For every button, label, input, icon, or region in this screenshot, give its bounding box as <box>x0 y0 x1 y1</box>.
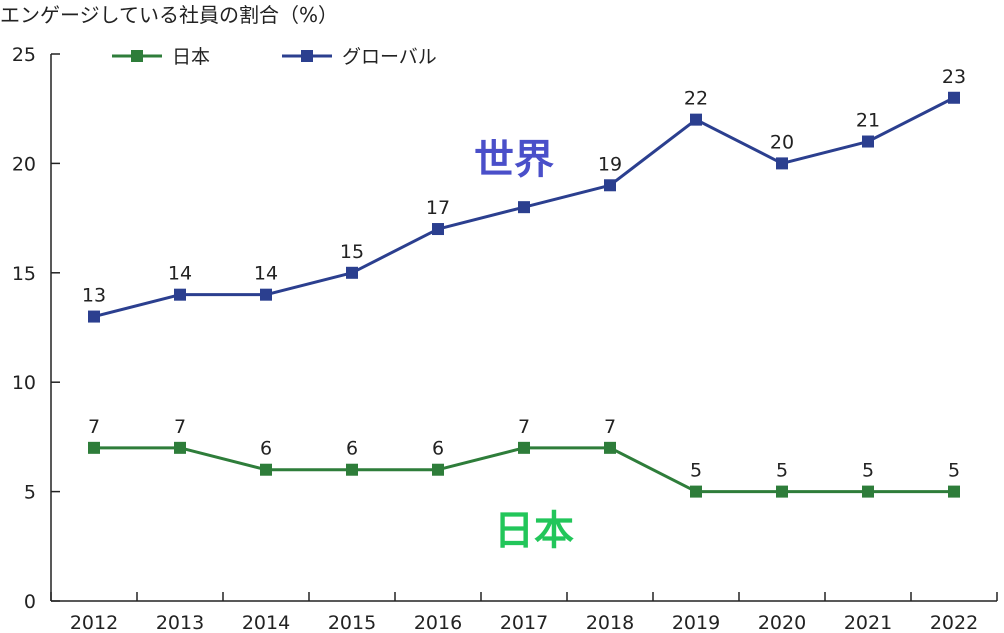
data-point <box>518 201 530 214</box>
data-point <box>776 485 788 498</box>
data-point <box>174 288 186 301</box>
y-tick-label: 5 <box>24 482 36 504</box>
data-label: 14 <box>168 263 192 285</box>
data-label: 6 <box>432 438 444 460</box>
data-label: 5 <box>776 460 788 482</box>
x-tick-label: 2014 <box>242 612 290 633</box>
data-point <box>690 113 702 126</box>
x-tick-label: 2017 <box>500 612 548 633</box>
data-label: 21 <box>856 110 880 132</box>
data-point <box>948 91 960 104</box>
y-tick-label: 25 <box>12 44 36 66</box>
data-label: 5 <box>948 460 960 482</box>
data-point <box>948 485 960 498</box>
data-label: 6 <box>260 438 272 460</box>
chart-title: エンゲージしている社員の割合（%） <box>0 3 338 27</box>
y-tick-label: 15 <box>12 263 36 285</box>
data-label: 7 <box>88 416 100 438</box>
data-point <box>260 463 272 476</box>
x-tick-label: 2018 <box>586 612 634 633</box>
x-tick-label: 2012 <box>70 612 118 633</box>
data-point <box>604 441 616 454</box>
x-tick-label: 2013 <box>156 612 204 633</box>
x-tick-label: 2015 <box>328 612 376 633</box>
data-point <box>88 441 100 454</box>
data-point <box>604 179 616 192</box>
data-point <box>88 310 100 323</box>
data-label: 13 <box>82 285 106 307</box>
data-label: 14 <box>254 263 278 285</box>
data-label: 5 <box>690 460 702 482</box>
data-label: 15 <box>340 241 364 263</box>
x-tick-label: 2020 <box>758 612 806 633</box>
x-tick-label: 2016 <box>414 612 462 633</box>
data-point <box>518 441 530 454</box>
data-point <box>862 485 874 498</box>
legend: 日本 グローバル <box>112 46 437 68</box>
data-label: 19 <box>598 153 622 175</box>
data-label: 7 <box>604 416 616 438</box>
y-tick-label: 0 <box>24 591 36 613</box>
legend-marker <box>301 50 313 62</box>
data-label: 17 <box>426 197 450 219</box>
x-tick-label: 2019 <box>672 612 720 633</box>
data-point <box>432 463 444 476</box>
y-tick-label: 20 <box>12 153 36 175</box>
legend-label: 日本 <box>172 46 210 68</box>
data-label: 22 <box>684 88 708 110</box>
data-point <box>174 441 186 454</box>
data-point <box>260 288 272 301</box>
data-point <box>346 463 358 476</box>
data-point <box>862 135 874 148</box>
data-label: 23 <box>942 66 966 88</box>
x-tick-label: 2021 <box>844 612 892 633</box>
series-annotation: 世界 <box>474 137 554 183</box>
data-label: 6 <box>346 438 358 460</box>
data-point <box>690 485 702 498</box>
series-annotation: 日本 <box>494 508 574 554</box>
series-line-0 <box>94 446 954 494</box>
data-point <box>346 266 358 279</box>
data-point <box>776 157 788 170</box>
legend-marker <box>131 50 143 62</box>
data-label: 20 <box>770 131 794 153</box>
x-tick-label: 2022 <box>930 612 978 633</box>
data-point <box>432 223 444 236</box>
data-label: 5 <box>862 460 874 482</box>
data-label: 7 <box>518 416 530 438</box>
legend-label: グローバル <box>342 46 437 68</box>
data-label: 7 <box>174 416 186 438</box>
y-tick-label: 10 <box>12 372 36 394</box>
